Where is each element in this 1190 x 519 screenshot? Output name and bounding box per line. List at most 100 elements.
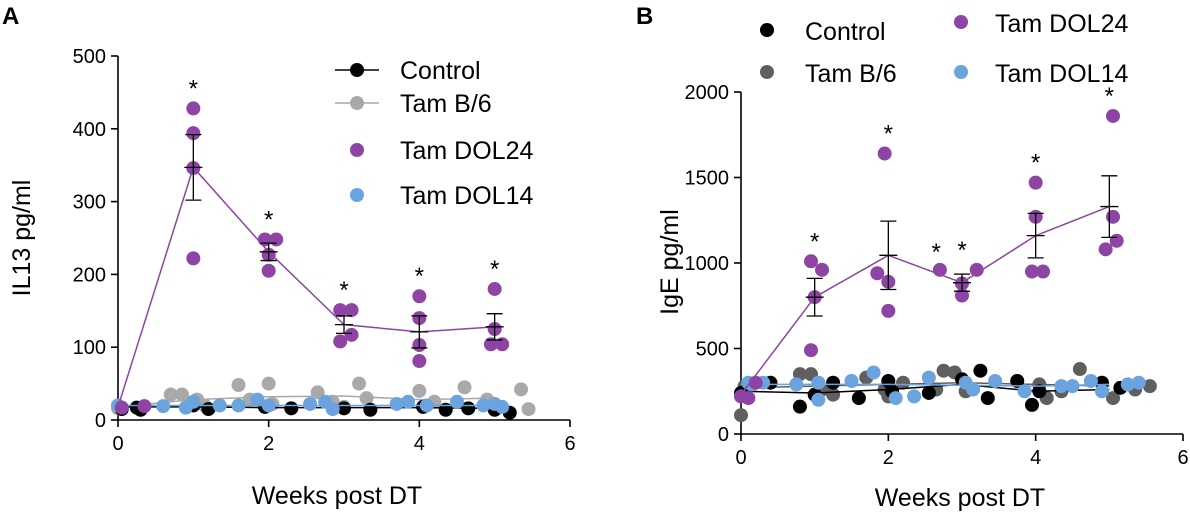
panel-b-data-point xyxy=(811,375,826,390)
panel-a-legend-item: Tam DOL24 xyxy=(350,137,533,165)
panel-a-data-point xyxy=(325,402,340,417)
panel-b-legend-label: Control xyxy=(805,18,886,46)
panel-a-legend-label: Tam B/6 xyxy=(400,90,492,118)
panel-b-data-point xyxy=(877,146,892,161)
panel-a-data-point xyxy=(344,327,359,342)
panel-b-data-point xyxy=(870,266,885,281)
panel-a-legend-item: Tam B/6 xyxy=(335,90,492,118)
panel-b-data-point xyxy=(1024,397,1039,412)
panel-a-series-tam-dol24: * * * * * xyxy=(114,75,510,415)
panel-b-data-point xyxy=(792,399,807,414)
panel-b-series-tam-dol14 xyxy=(741,365,1146,407)
panel-b-significance-marker: * xyxy=(1031,150,1040,177)
panel-b-data-point xyxy=(789,377,804,392)
panel-b-legend-marker xyxy=(760,65,774,79)
panel-a-data-point xyxy=(186,101,201,116)
panel-b: B IgE pg/ml Weeks post DT 0 2 4 6 0 500 1000 15… xyxy=(636,3,1189,512)
panel-b-y-tick-label: 500 xyxy=(696,339,729,361)
panel-a-data-point xyxy=(186,126,201,141)
panel-a-data-point xyxy=(303,396,318,411)
panel-b-x-tick-label: 4 xyxy=(1030,447,1041,469)
panel-a-data-point xyxy=(269,232,284,247)
panel-b-data-point xyxy=(1054,379,1069,394)
panel-b-y-tick-label: 2000 xyxy=(685,82,730,104)
panel-a-legend-item: Tam DOL14 xyxy=(350,182,533,210)
panel-a-data-point xyxy=(250,392,265,407)
panel-b-y-axis-title: IgE pg/ml xyxy=(656,209,684,315)
panel-b-legend-item: Tam B/6 xyxy=(760,60,897,88)
panel-a-y-tick-label: 200 xyxy=(73,264,106,286)
panel-a-data-point xyxy=(310,385,325,400)
panel-b-data-point xyxy=(1072,362,1087,377)
panel-a-data-point xyxy=(483,337,498,352)
panel-a-legend-marker xyxy=(350,96,364,110)
panel-b-data-point xyxy=(803,254,818,269)
panel-b-x-tick-label: 0 xyxy=(735,447,746,469)
panel-a-data-point xyxy=(412,354,427,369)
panel-b-data-point xyxy=(932,262,947,277)
panel-a-data-point xyxy=(419,398,434,413)
panel-b-legend-marker xyxy=(954,65,968,79)
panel-b-data-point xyxy=(896,375,911,390)
panel-a-legend-label: Control xyxy=(400,57,481,85)
panel-a-data-point xyxy=(438,402,453,417)
panel-b-data-point xyxy=(1036,264,1051,279)
panel-a-data-point xyxy=(412,383,427,398)
panel-b-data-point xyxy=(844,373,859,388)
panel-b-data-point xyxy=(866,365,881,380)
panel-b-data-point xyxy=(1028,175,1043,190)
panel-b-y-tick-label: 0 xyxy=(718,424,729,446)
panel-a-data-point xyxy=(156,399,171,414)
panel-b-data-point xyxy=(1017,384,1032,399)
panel-b-significance-marker: * xyxy=(884,121,893,148)
panel-a-data-point xyxy=(476,398,491,413)
panel-b-data-point xyxy=(1024,264,1039,279)
panel-b-data-point xyxy=(888,391,903,406)
panel-b-data-point xyxy=(921,370,936,385)
panel-a-data-point xyxy=(261,376,276,391)
panel-a-legend-item: Control xyxy=(335,57,481,85)
panel-a-mean-line xyxy=(117,165,495,408)
panel-b-legend-marker xyxy=(954,15,968,29)
panel-a-data-point xyxy=(487,281,502,296)
panel-b-data-point xyxy=(826,387,841,402)
panel-a-series-tam-dol14 xyxy=(111,392,510,417)
panel-b-mean-line xyxy=(740,205,1110,396)
panel-b-data-point xyxy=(1065,379,1080,394)
panel-b-data-point xyxy=(881,303,896,318)
panel-a-data-point xyxy=(186,394,201,409)
panel-b-data-point xyxy=(921,385,936,400)
panel-b-data-point xyxy=(748,375,763,390)
panel-a-data-point xyxy=(231,398,246,413)
panel-a-data-point xyxy=(352,376,367,391)
panel-b-data-point xyxy=(1010,373,1025,388)
panel-b-data-point xyxy=(826,375,841,390)
panel-b-data-point xyxy=(1106,391,1121,406)
panel-b-data-point xyxy=(811,392,826,407)
panel-b-data-point xyxy=(980,391,995,406)
panel-b-data-point xyxy=(1098,242,1113,257)
panel-a-data-point xyxy=(231,378,246,393)
panel-a-y-tick-label: 500 xyxy=(73,46,106,68)
panel-b-significance-marker: * xyxy=(957,237,966,264)
panel-a-y-tick-label: 400 xyxy=(73,119,106,141)
panel-b-significance-marker: * xyxy=(1105,83,1114,110)
panel-b-data-point xyxy=(988,373,1003,388)
panel-b-label: B xyxy=(636,3,653,30)
panel-b-data-point xyxy=(803,343,818,358)
panel-a-data-point xyxy=(401,394,416,409)
panel-b-significance-marker: * xyxy=(810,228,819,255)
panel-a-data-point xyxy=(521,402,536,417)
panel-b-legend-item: Control xyxy=(760,18,886,46)
panel-a-significance-marker: * xyxy=(415,263,424,290)
panel-a-x-axis-title: Weeks post DT xyxy=(252,482,422,510)
panel-a-significance-marker: * xyxy=(490,256,499,283)
panel-a-data-point xyxy=(137,399,152,414)
panel-a-data-point xyxy=(450,394,464,409)
panel-b-data-point xyxy=(1106,209,1121,224)
panel-b-legend-label: Tam DOL24 xyxy=(995,10,1128,38)
panel-a-data-point xyxy=(175,387,190,402)
panel-b-data-point xyxy=(1142,379,1157,394)
panel-a-legend-marker xyxy=(350,188,364,202)
panel-a-y-tick-label: 100 xyxy=(73,337,106,359)
